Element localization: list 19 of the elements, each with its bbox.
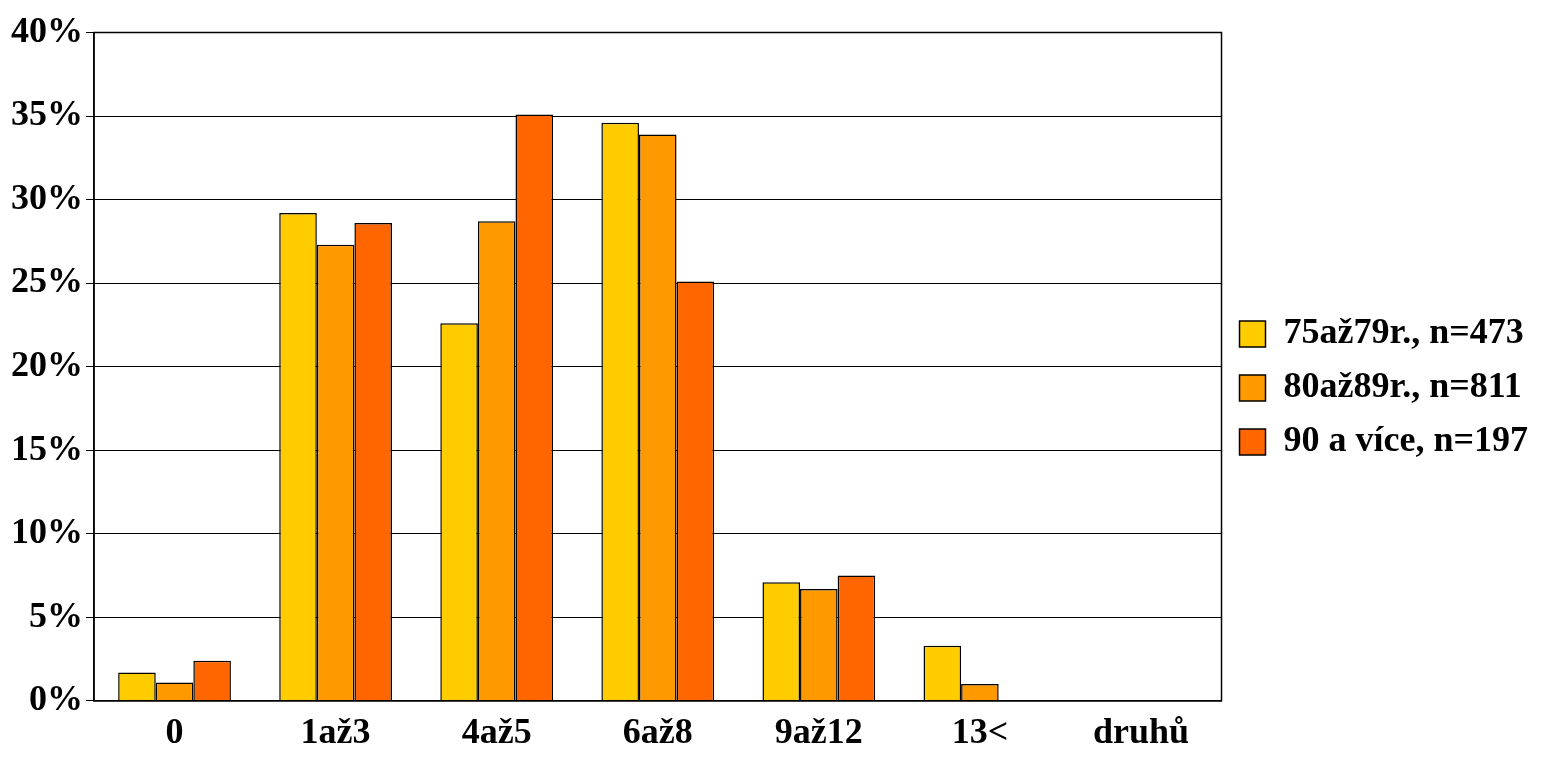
x-tick-label: 1až3	[300, 710, 371, 751]
legend-label: 80až89r., n=811	[1283, 365, 1522, 406]
legend-label: 75až79r., n=473	[1283, 311, 1524, 352]
x-tick-label: 6až8	[622, 710, 693, 751]
x-tick-label: 4až5	[461, 710, 532, 751]
y-tick-label: 35%	[11, 93, 83, 134]
y-tick-label: 25%	[11, 260, 83, 301]
x-tick-label: 9až12	[774, 710, 863, 751]
x-tick-label: druhů	[1092, 710, 1190, 751]
y-tick-label: 0%	[29, 678, 83, 719]
y-tick-label: 15%	[11, 427, 83, 468]
legend-label: 90 a více, n=197	[1283, 419, 1529, 460]
y-tick-label: 40%	[11, 9, 83, 50]
x-tick-label: 13<	[951, 710, 1009, 751]
y-tick-label: 20%	[11, 344, 83, 384]
y-tick-label: 5%	[29, 594, 83, 635]
y-tick-label: 30%	[11, 176, 83, 217]
x-tick-label: 0	[165, 710, 184, 751]
y-tick-label: 10%	[11, 511, 83, 552]
